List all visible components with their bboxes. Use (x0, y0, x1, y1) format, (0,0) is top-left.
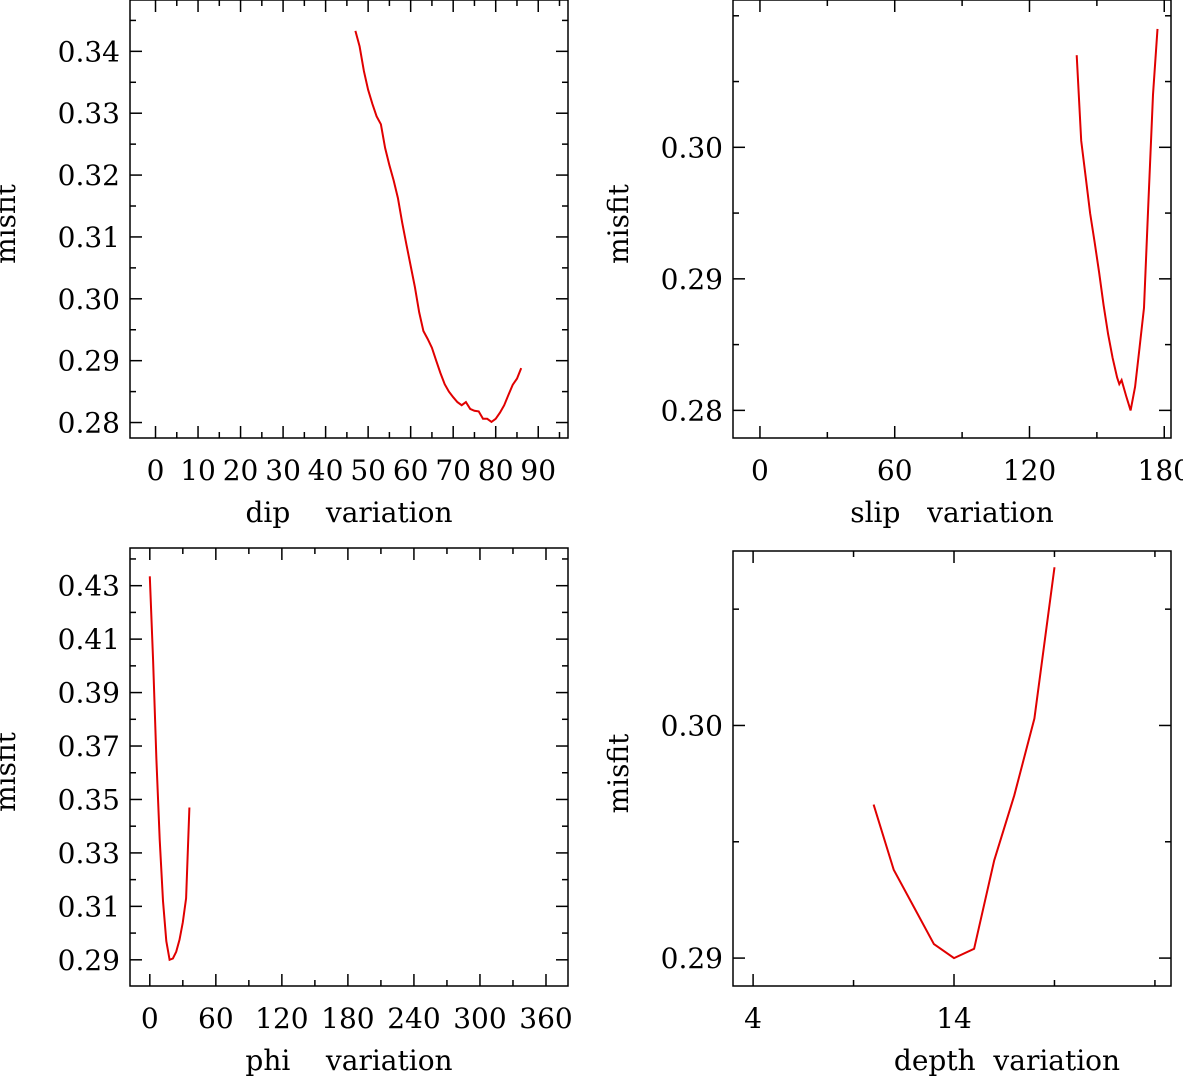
x-tick-label: 80 (478, 454, 514, 487)
chart-panel-1: 0 60 120 180 0.28 0.29 0.30 slip variation misfi… (602, 0, 1183, 529)
x-axis-label: depth variation (894, 1044, 1120, 1076)
y-axis-label: misfit (602, 733, 635, 814)
x-tick-label: 300 (453, 1002, 506, 1035)
y-tick-label: 0.28 (661, 394, 723, 427)
x-tick-label: 50 (350, 454, 386, 487)
y-tick-label: 0.41 (58, 623, 120, 656)
x-axis-label: dip variation (245, 496, 452, 529)
x-tick-label: 30 (265, 454, 301, 487)
misfit-curve (354, 30, 523, 424)
y-tick-label: 0.31 (58, 221, 120, 254)
y-axis-label: misfit (602, 183, 635, 264)
y-tick-label: 0.30 (661, 709, 723, 742)
y-tick-label: 0.34 (58, 35, 120, 68)
x-tick-label: 20 (223, 454, 259, 487)
x-tick-label: 360 (519, 1002, 572, 1035)
x-tick-label: 14 (936, 1002, 972, 1035)
x-axis-label: phi variation (245, 1044, 452, 1076)
y-tick-label: 0.29 (58, 345, 120, 378)
plot-frame (129, 0, 569, 439)
y-tick-label: 0.29 (58, 944, 120, 977)
y-tick-label: 0.30 (661, 131, 723, 164)
misfit-curve (872, 567, 1056, 960)
x-tick-label: 90 (520, 454, 556, 487)
x-tick-label: 0 (147, 454, 165, 487)
misfit-curve (148, 576, 191, 962)
y-tick-label: 0.33 (58, 837, 120, 870)
y-axis-label: misfit (0, 183, 22, 264)
x-tick-label: 120 (255, 1002, 308, 1035)
x-tick-label: 180 (1138, 454, 1183, 487)
x-tick-label: 120 (1003, 454, 1056, 487)
y-tick-label: 0.33 (58, 97, 120, 130)
x-tick-label: 60 (877, 454, 913, 487)
x-tick-label: 0 (751, 454, 769, 487)
plot-frame (732, 550, 1172, 987)
x-tick-label: 180 (321, 1002, 374, 1035)
x-tick-label: 70 (435, 454, 471, 487)
y-tick-label: 0.43 (58, 570, 120, 603)
x-axis-label: slip variation (850, 496, 1054, 529)
x-tick-label: 240 (387, 1002, 440, 1035)
x-tick-label: 60 (198, 1002, 234, 1035)
y-tick-label: 0.29 (661, 263, 723, 296)
y-tick-label: 0.31 (58, 890, 120, 923)
chart-panel-3: 4 14 0.29 0.30 depth variation misfit (602, 550, 1172, 1076)
chart-panel-2: 0 60 120 180 240 300 360 0.29 0.31 0.33 0.35 0.37 0.… (0, 547, 573, 1076)
x-tick-label: 40 (308, 454, 344, 487)
x-tick-label: 0 (141, 1002, 159, 1035)
y-tick-label: 0.32 (58, 159, 120, 192)
plot-frame (129, 547, 569, 987)
x-tick-label: 4 (744, 1002, 762, 1035)
x-tick-label: 60 (393, 454, 429, 487)
y-axis-label: misfit (0, 731, 22, 812)
plot-frame (732, 0, 1172, 439)
misfit-curve (1075, 28, 1159, 411)
y-tick-label: 0.35 (58, 783, 120, 816)
x-tick-label: 10 (180, 454, 216, 487)
y-tick-label: 0.30 (58, 283, 120, 316)
y-tick-label: 0.39 (58, 677, 120, 710)
y-tick-label: 0.29 (661, 942, 723, 975)
y-tick-label: 0.28 (58, 407, 120, 440)
y-tick-label: 0.37 (58, 730, 120, 763)
chart-panel-0: 0 10 20 30 40 50 60 70 80 90 0.28 0.29 0.30 0.31 0.32 0… (0, 0, 569, 529)
